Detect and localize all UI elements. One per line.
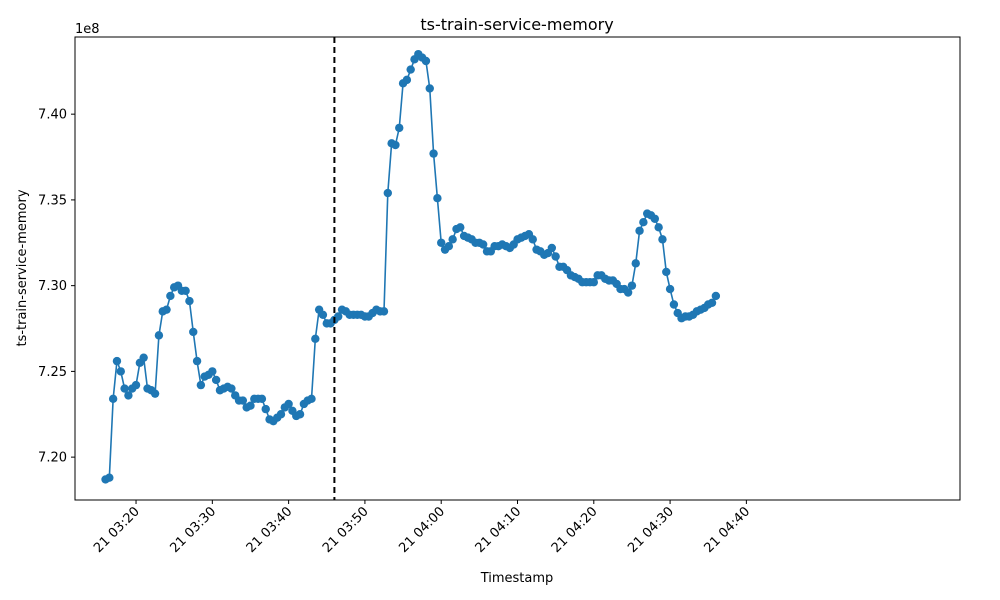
data-point — [227, 384, 236, 393]
data-point — [261, 404, 270, 414]
data-point — [334, 312, 343, 321]
data-point — [108, 394, 118, 404]
data-point — [166, 291, 175, 301]
data-point — [395, 123, 404, 133]
data-point — [112, 356, 122, 366]
data-point — [448, 235, 457, 244]
data-point — [627, 281, 637, 290]
data-point — [124, 391, 133, 400]
data-point — [433, 193, 442, 203]
data-point — [181, 286, 190, 295]
data-point — [589, 278, 598, 287]
data-point — [196, 380, 206, 390]
plot-frame — [74, 36, 961, 501]
data-point — [402, 75, 412, 85]
data-point — [650, 214, 660, 223]
data-point — [711, 291, 721, 301]
chart-title: ts-train-service-memory — [420, 15, 613, 34]
data-point — [478, 240, 488, 249]
data-point — [257, 394, 267, 404]
x-tick-label: 21 03:40 — [244, 504, 296, 556]
data-point — [665, 284, 675, 294]
data-point — [276, 410, 286, 419]
data-point — [623, 288, 633, 297]
data-point — [284, 399, 293, 409]
data-point — [425, 84, 434, 93]
data-point — [456, 223, 465, 232]
data-point — [208, 367, 217, 376]
data-point — [635, 226, 644, 235]
data-point — [116, 367, 125, 376]
y-offset-label: 1e8 — [75, 22, 100, 37]
x-tick-label: 21 03:30 — [167, 504, 219, 556]
data-point — [406, 65, 415, 74]
data-point — [391, 140, 400, 150]
x-tick-label: 21 04:00 — [396, 504, 448, 556]
data-point — [318, 310, 328, 319]
data-point — [150, 389, 160, 398]
data-point — [669, 300, 679, 309]
y-axis-label: ts-train-service-memory — [15, 189, 30, 346]
data-point — [662, 267, 671, 277]
y-tick-label: 7.20 — [38, 451, 67, 466]
data-point — [120, 384, 129, 393]
data-point — [311, 334, 320, 344]
data-point — [139, 353, 148, 362]
data-point — [238, 396, 248, 405]
y-tick-label: 7.30 — [38, 279, 67, 294]
y-tick-label: 7.40 — [38, 108, 67, 123]
data-point — [444, 242, 454, 251]
data-point — [105, 473, 114, 482]
data-point — [654, 223, 663, 232]
data-point — [189, 327, 198, 337]
plot-area: 7.20 7.25 7.30 7.35 7.40 21 03:20 21 03:30 21 0… — [38, 37, 753, 556]
data-point — [185, 296, 194, 306]
data-point — [437, 238, 446, 247]
data-point — [295, 410, 305, 419]
x-tick-label: 21 03:20 — [91, 504, 143, 556]
data-point — [246, 401, 255, 410]
data-point — [547, 243, 557, 253]
x-tick-label: 21 03:50 — [320, 504, 372, 556]
data-point — [307, 394, 316, 404]
data-point — [631, 259, 640, 268]
data-point — [658, 235, 667, 244]
x-tick-label: 21 04:40 — [701, 504, 753, 556]
x-tick-label: 21 04:20 — [549, 504, 601, 556]
data-point — [421, 56, 431, 66]
data-point — [211, 375, 221, 385]
y-tick-label: 7.35 — [38, 193, 67, 208]
x-axis-label: Timestamp — [480, 571, 554, 586]
data-point — [383, 188, 392, 198]
data-point — [639, 218, 648, 227]
data-point — [154, 331, 164, 340]
x-tick-label: 21 04:10 — [473, 504, 525, 556]
series-line — [105, 52, 717, 481]
data-point — [192, 356, 202, 366]
data-point — [707, 298, 717, 307]
x-tick-label: 21 04:30 — [625, 504, 677, 556]
data-point — [131, 380, 141, 390]
data-point — [162, 305, 171, 314]
data-point — [528, 235, 537, 244]
data-point — [429, 149, 438, 158]
data-point — [551, 252, 560, 261]
data-point — [379, 307, 389, 316]
y-tick-label: 7.25 — [38, 365, 67, 380]
